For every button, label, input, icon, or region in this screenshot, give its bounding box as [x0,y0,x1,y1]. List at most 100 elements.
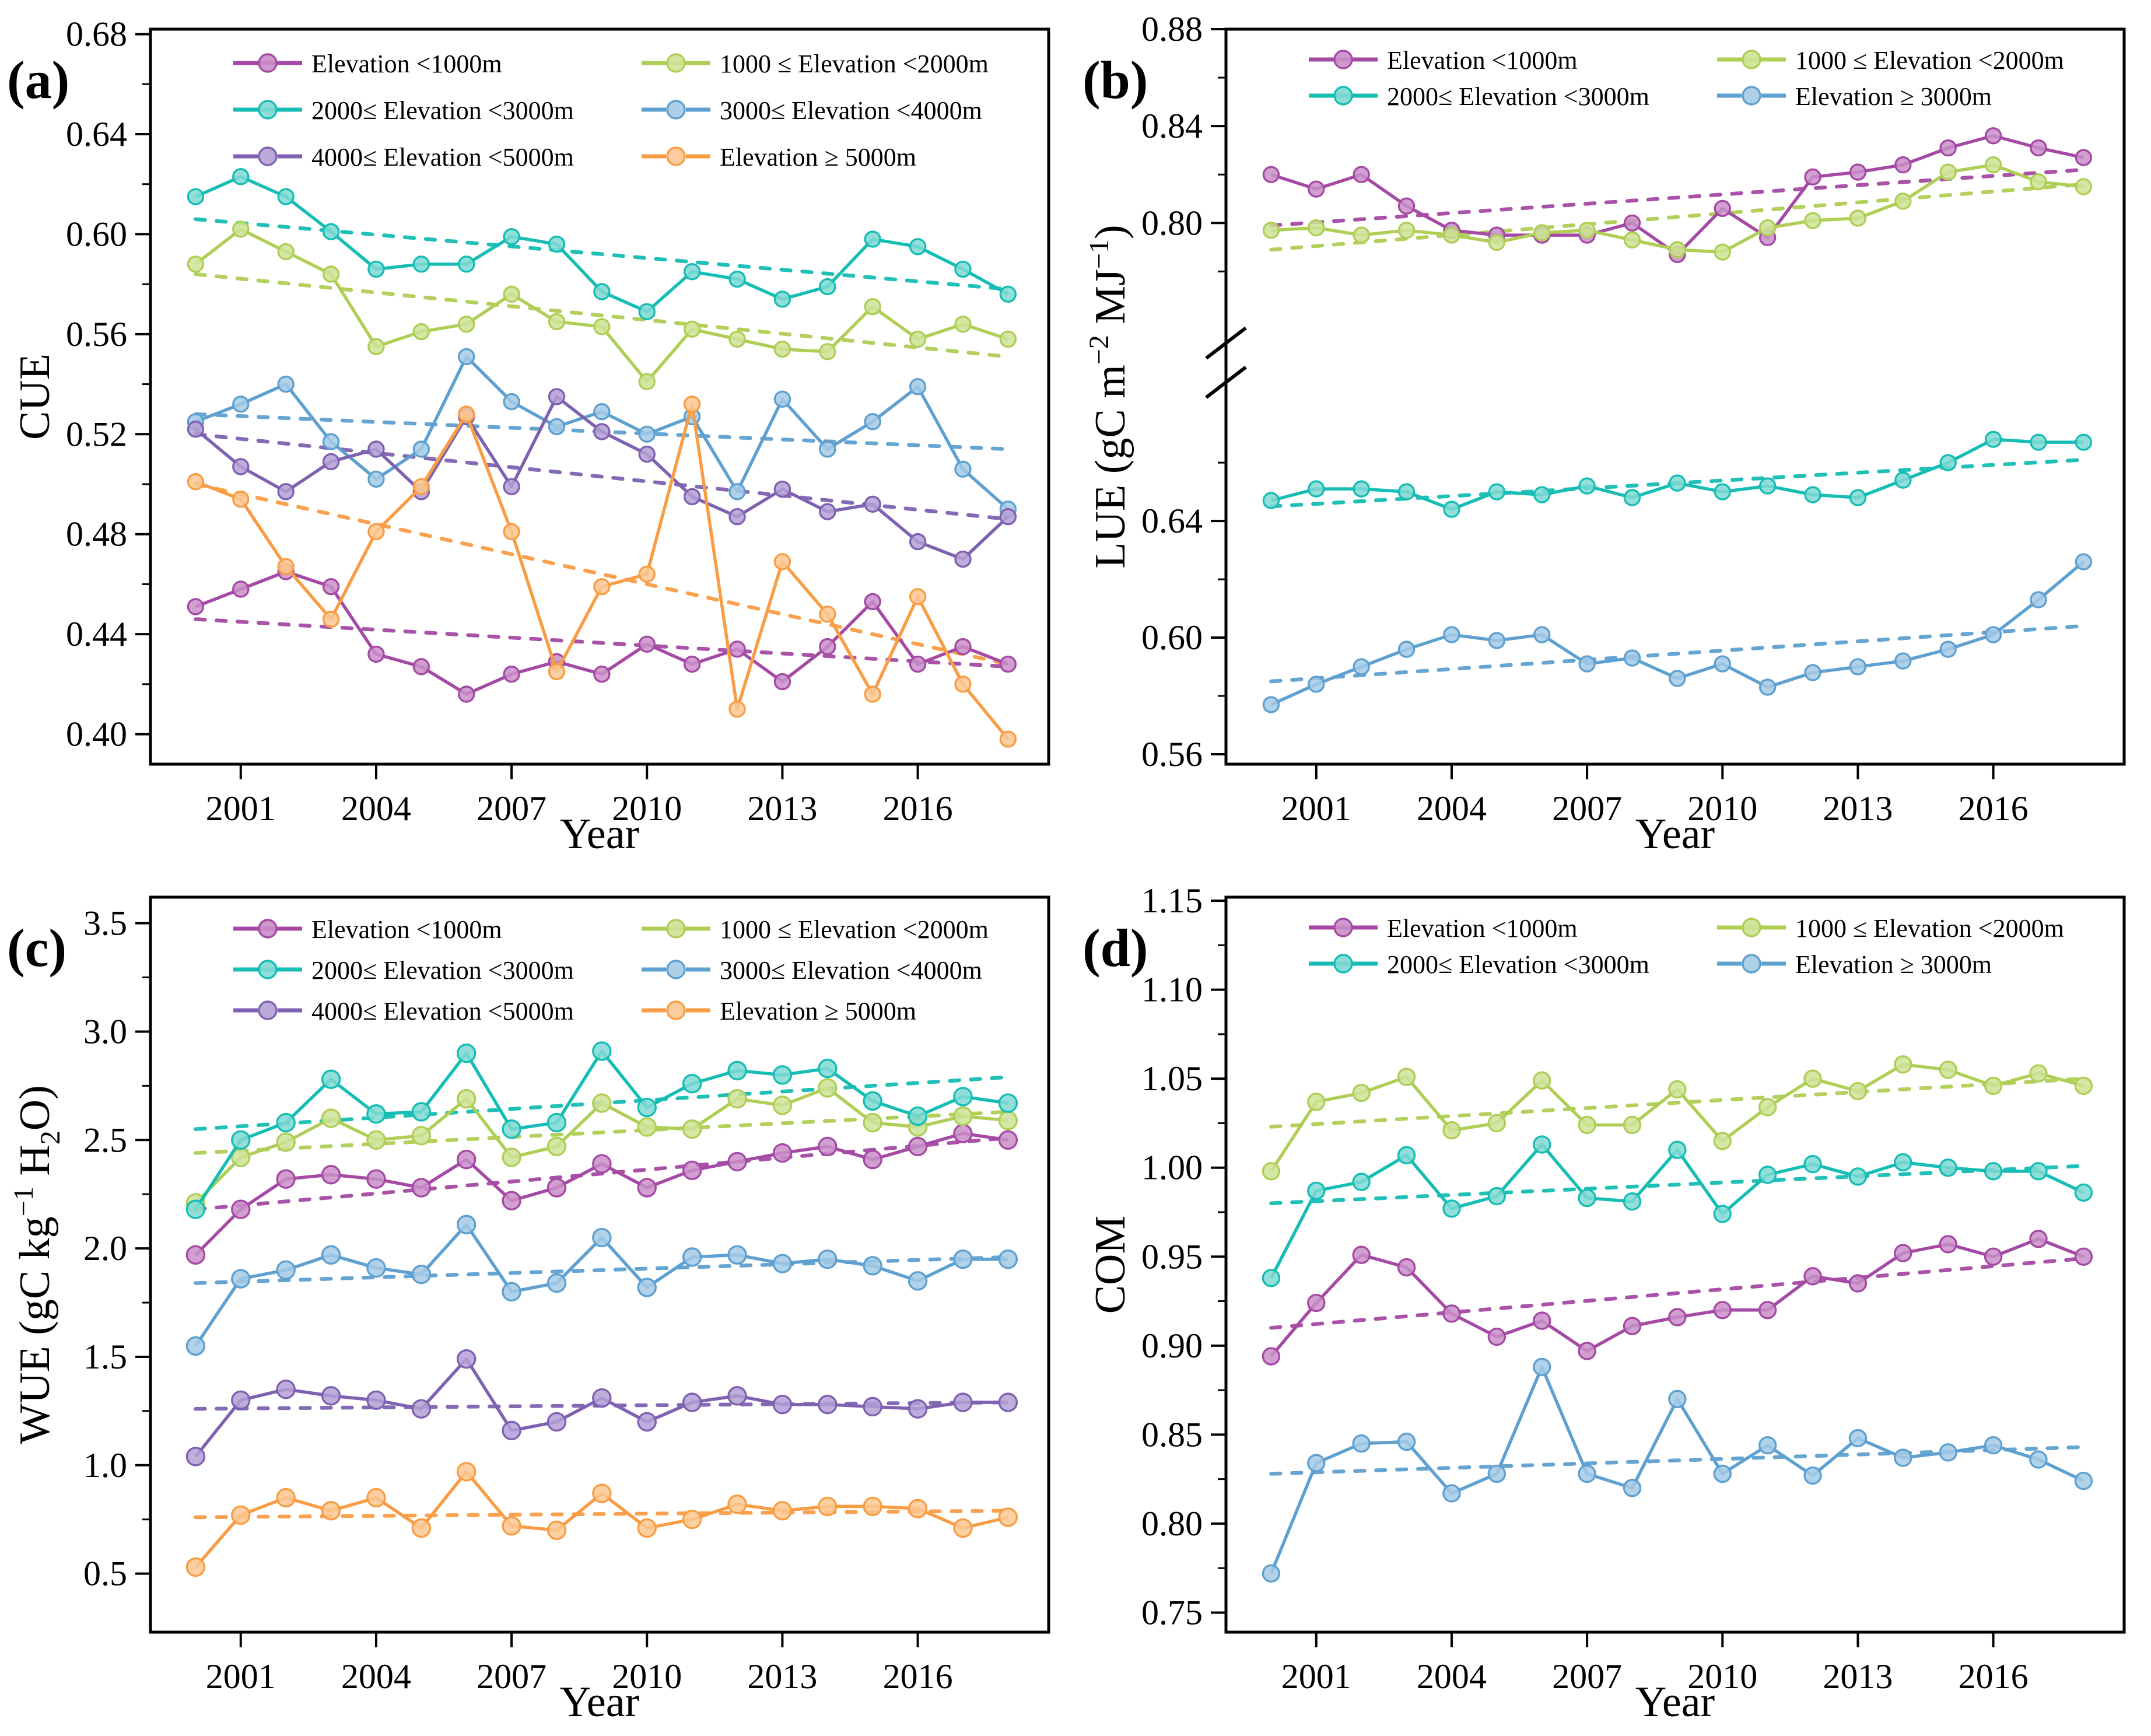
data-point-elev-2000-3000 [1803,1154,1822,1174]
data-point-elev-2000-3000 [321,1069,341,1089]
data-point-elev-lt-1000 [502,1191,521,1211]
data-point-elev-ge-3000 [1533,1357,1551,1377]
data-point-elev-lt-1000 [772,1143,793,1163]
legend-entry-elev-3000-4000: 3000≤ Elevation <4000m [642,96,982,125]
data-point-elev-4000-5000 [772,1395,793,1415]
series-elev-3000-4000 [185,1214,1018,1356]
legend-entry-elev-ge-3000: Elevation ≥ 3000m [1717,950,1992,979]
data-point-elev-lt-1000 [412,658,430,676]
data-point-elev-ge-5000 [819,606,836,623]
data-point-elev-ge-5000 [683,396,701,413]
y-tick-label: 1.0 [83,1446,127,1485]
data-point-elev-3000-4000 [682,1247,702,1267]
data-point-elev-1000-2000 [1578,222,1596,239]
y-tick-label: 1.00 [1141,1149,1203,1187]
legend-entry-elev-lt-1000: Elevation <1000m [1309,46,1578,75]
data-point-elev-ge-3000 [1849,658,1867,676]
data-point-elev-3000-4000 [908,1271,928,1291]
series-elev-1000-2000 [185,1078,1018,1213]
data-point-elev-1000-2000 [277,243,295,261]
x-axis: 2001 2004 2007 2010 2013 2016 [206,764,953,828]
data-point-elev-lt-1000 [953,1124,973,1143]
data-point-elev-lt-1000 [411,1178,432,1198]
data-point-elev-2000-3000 [1353,480,1370,498]
data-point-elev-lt-1000 [1397,1258,1416,1277]
data-point-elev-3000-4000 [321,1245,341,1265]
x-tick-label: 2016 [883,1657,953,1696]
y-axis: 0.75 0.80 0.85 0.90 0.95 1.00 1.05 1.10 1.15 [1141,881,1226,1632]
data-point-elev-lt-1000 [818,1136,838,1157]
y-tick-label: 3.5 [83,904,127,943]
data-point-elev-2000-3000 [1848,1167,1868,1186]
data-point-elev-3000-4000 [548,418,566,436]
data-point-elev-ge-3000 [1623,649,1641,667]
legend-entry-elev-2000-3000: 2000≤ Elevation <3000m [233,956,574,985]
y-tick-label: 0.84 [1141,107,1203,145]
data-point-elev-4000-5000 [863,1396,882,1417]
data-point-elev-lt-1000 [1713,1301,1732,1320]
legend-label: 2000≤ Elevation <3000m [1387,950,1649,979]
data-point-elev-1000-2000 [1442,1121,1461,1140]
data-point-elev-4000-5000 [276,1380,296,1399]
data-point-elev-ge-3000 [1353,658,1370,676]
data-point-elev-1000-2000 [1713,1132,1732,1150]
x-axis: 2001 2004 2007 2010 2013 2016 [1281,1632,2029,1696]
y-tick-label: 0.40 [66,715,127,754]
y-tick-label: 0.68 [66,15,127,54]
data-point-elev-2000-3000 [1262,1269,1281,1287]
data-point-elev-ge-5000 [773,553,791,570]
data-point-elev-lt-1000 [819,638,836,656]
data-point-elev-1000-2000 [1623,231,1641,249]
data-point-elev-1000-2000 [366,1130,386,1150]
y-tick-label: 0.90 [1141,1326,1203,1365]
data-point-elev-ge-5000 [322,610,340,628]
panel-label: (b) [1082,50,1148,110]
y-axis: 0.80 0.84 0.88 0.56 0.60 0.64 [1141,10,1226,774]
data-point-elev-2000-3000 [1984,430,2002,448]
data-point-elev-lt-1000 [458,685,475,703]
data-point-elev-ge-3000 [2030,591,2047,608]
data-point-elev-ge-5000 [548,663,566,681]
data-point-elev-2000-3000 [1758,477,1777,495]
data-point-elev-4000-5000 [727,1386,747,1406]
data-point-elev-3000-4000 [863,1256,882,1276]
y-axis-title: WUE (gC kg−1​ H2​O) [8,1085,66,1444]
data-point-elev-1000-2000 [1848,1082,1868,1101]
data-point-elev-2000-3000 [2029,1162,2048,1181]
data-point-elev-2000-3000 [366,1104,386,1124]
legend-entry-elev-1000-2000: 1000 ≤ Elevation <2000m [1717,914,2064,943]
data-point-elev-2000-3000 [772,1065,793,1085]
data-point-elev-2000-3000 [1442,1199,1461,1218]
data-point-elev-3000-4000 [998,1250,1018,1269]
y-tick-label: 1.05 [1141,1059,1203,1098]
legend-marker-icon [258,1000,278,1020]
x-tick-label: 2013 [1823,1657,1893,1696]
legend: Elevation <1000m 1000 ≤ Elevation <2000m 2… [233,915,989,1026]
y-axis-title: COM [1087,1216,1134,1314]
y-tick-label: 0.80 [1141,204,1203,242]
data-point-elev-2000-3000 [458,256,475,273]
data-point-elev-1000-2000 [1623,1115,1642,1135]
data-point-elev-2000-3000 [1804,486,1821,503]
data-point-elev-ge-5000 [637,1518,657,1538]
series-elev-ge-3000 [1262,553,2093,713]
data-point-elev-2000-3000 [1623,1192,1642,1211]
data-point-elev-4000-5000 [502,1420,521,1441]
data-point-elev-4000-5000 [457,1349,477,1369]
data-point-elev-1000-2000 [818,1078,838,1098]
series-elev-3000-4000 [187,348,1017,518]
data-point-elev-lt-1000 [231,1199,251,1219]
trend-elev-ge-5000 [194,1508,1010,1520]
legend-entry-elev-1000-2000: 1000 ≤ Elevation <2000m [1717,46,2064,75]
y-tick-label: 1.5 [83,1338,127,1376]
legend-entry-elev-ge-3000: Elevation ≥ 3000m [1717,82,1992,111]
series-elev-2000-3000 [1262,1135,2093,1287]
axis-break-icon [1205,326,1247,360]
data-point-elev-1000-2000 [909,330,927,348]
data-point-elev-1000-2000 [1308,219,1325,237]
y-tick-label: 0.60 [66,215,127,253]
data-point-elev-lt-1000 [1894,156,1912,174]
data-point-elev-1000-2000 [773,340,791,358]
legend-label: Elevation ≥ 5000m [720,143,916,172]
legend-entry-elev-ge-5000: Elevation ≥ 5000m [642,997,916,1026]
